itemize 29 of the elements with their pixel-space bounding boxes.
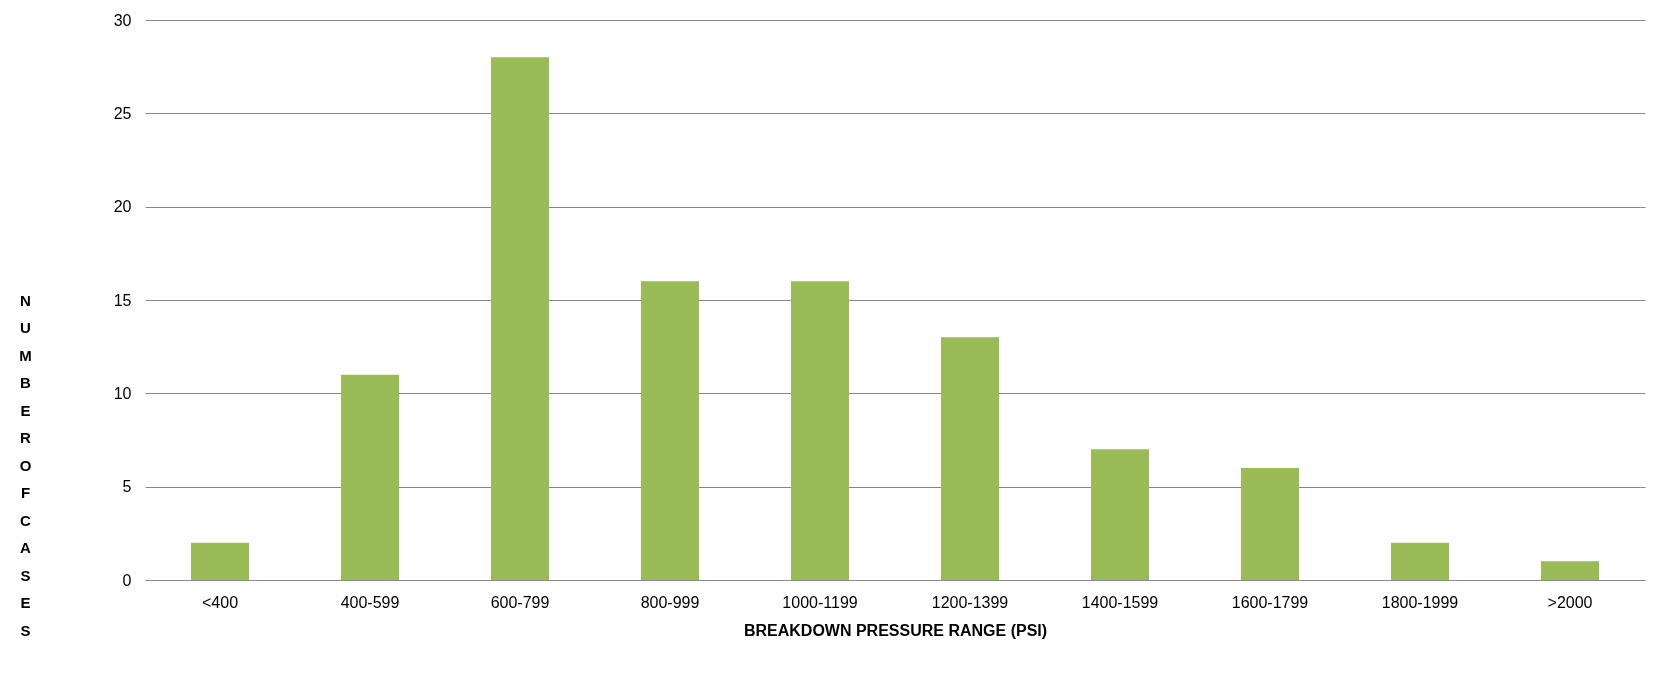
bar — [191, 542, 249, 580]
bar — [1091, 449, 1149, 580]
x-tick-label: 1600-1799 — [1231, 593, 1309, 611]
bar — [1391, 542, 1449, 580]
bar — [641, 281, 699, 580]
x-tick-label: >2000 — [1547, 593, 1593, 611]
x-tick-label: 1000-1199 — [782, 593, 858, 611]
x-tick-label: 1800-1999 — [1381, 593, 1459, 611]
bar — [491, 57, 549, 580]
x-tick-label: <400 — [201, 593, 239, 611]
bar — [1541, 561, 1599, 580]
y-tick-label: 0 — [122, 571, 132, 589]
y-tick-label: 25 — [113, 104, 132, 122]
y-tick-label: 20 — [113, 198, 132, 216]
text: NUMBER OF CASES — [19, 291, 32, 639]
bar — [341, 374, 399, 580]
x-axis-title: BREAKDOWN PRESSURE RANGE (PSI) — [743, 621, 1048, 639]
x-tick-label: 400-599 — [340, 593, 400, 611]
bar — [1241, 468, 1299, 580]
y-tick-label: 10 — [113, 384, 132, 402]
bar — [791, 281, 849, 580]
y-tick-label: 30 — [113, 11, 132, 29]
x-tick-label: 1400-1599 — [1081, 593, 1159, 611]
bar — [941, 337, 999, 580]
x-tick-label: 800-999 — [640, 593, 700, 611]
x-tick-label: 1200-1399 — [931, 593, 1009, 611]
y-tick-label: 5 — [122, 478, 132, 496]
x-tick-label: 600-799 — [490, 593, 550, 611]
y-tick-label: 15 — [113, 291, 132, 309]
